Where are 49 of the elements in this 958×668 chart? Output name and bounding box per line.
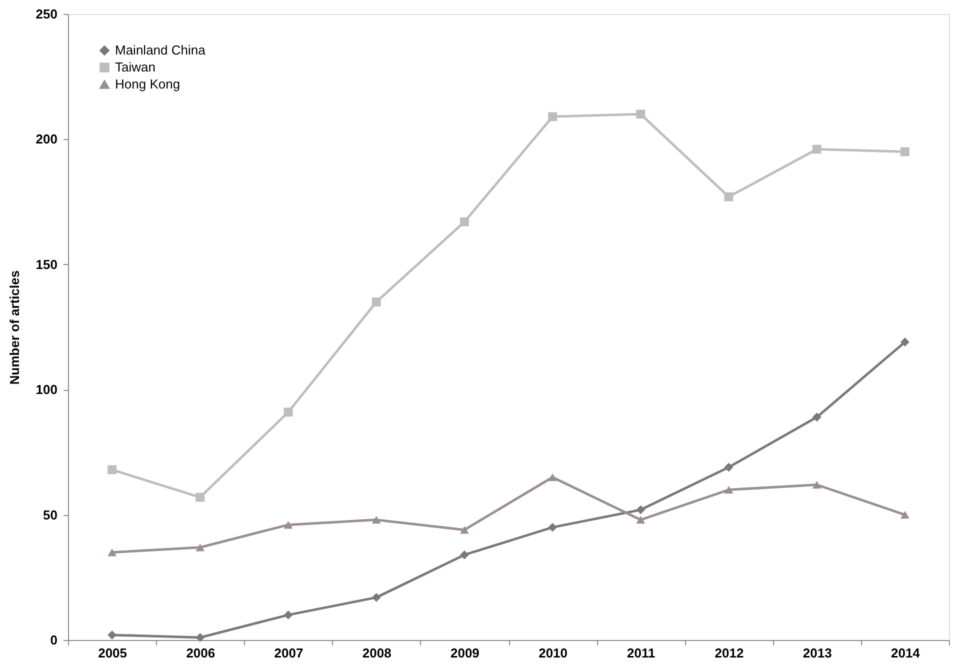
x-tick-label: 2006	[186, 646, 216, 660]
x-tick-label: 2007	[274, 646, 304, 660]
point	[196, 492, 205, 502]
x-tick-label: 2013	[802, 646, 832, 660]
y-tick-label: 50	[43, 507, 58, 522]
legend-label: Mainland China	[115, 42, 206, 58]
point	[108, 548, 117, 556]
y-tick-label: 100	[36, 382, 58, 398]
legend-label: Taiwan	[115, 60, 156, 74]
point	[636, 110, 646, 119]
point	[636, 516, 646, 524]
point	[372, 516, 381, 524]
point	[372, 297, 381, 306]
x-tick-label: 2010	[538, 646, 568, 660]
point	[108, 465, 117, 474]
y-tick-label: 250	[36, 6, 58, 22]
point	[196, 543, 205, 552]
point	[900, 147, 910, 156]
point	[548, 112, 558, 122]
y-axis-title: Number of articles	[6, 270, 22, 385]
point	[284, 610, 293, 620]
y-tick-label: 150	[36, 256, 58, 272]
x-tick-label: 2012	[714, 646, 744, 660]
legend-label: Hong Kong	[115, 76, 180, 92]
x-tick-label: 2005	[98, 646, 128, 660]
point	[724, 462, 734, 472]
point	[284, 520, 293, 529]
point	[460, 550, 469, 560]
point	[636, 505, 646, 514]
y-tick-label: 200	[36, 132, 58, 147]
x-tick-label: 2011	[627, 646, 656, 660]
point	[548, 522, 558, 532]
point	[548, 473, 558, 482]
point	[196, 633, 205, 642]
point	[724, 486, 734, 494]
y-tick-label: 0	[50, 632, 58, 648]
x-tick-label: 2008	[362, 646, 392, 660]
point	[900, 510, 910, 519]
point	[812, 480, 822, 489]
point	[284, 408, 293, 417]
point	[372, 592, 381, 602]
point	[812, 412, 822, 422]
point	[460, 526, 469, 534]
point	[724, 192, 734, 202]
point	[460, 217, 469, 226]
x-tick-label: 2009	[450, 646, 480, 660]
point	[812, 144, 822, 154]
point	[900, 338, 910, 346]
x-tick-label: 2014	[890, 646, 921, 660]
